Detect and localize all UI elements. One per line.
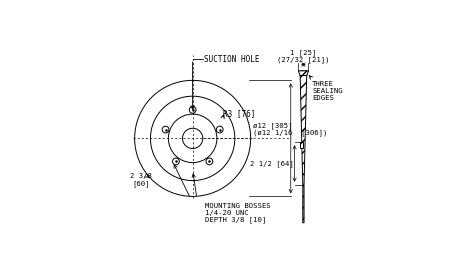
Text: R3 [76]: R3 [76] bbox=[223, 109, 255, 118]
Text: 1 [25]
(27/32 [21]): 1 [25] (27/32 [21]) bbox=[277, 49, 330, 64]
Text: MOUNTING BOSSES
1/4-20 UNC
DEPTH 3/8 [10]: MOUNTING BOSSES 1/4-20 UNC DEPTH 3/8 [10… bbox=[205, 203, 271, 224]
Text: THREE
SEALING
EDGES: THREE SEALING EDGES bbox=[312, 81, 343, 101]
Text: 2 1/2 [64]: 2 1/2 [64] bbox=[250, 160, 293, 167]
Text: SUCTION HOLE: SUCTION HOLE bbox=[204, 55, 260, 64]
Polygon shape bbox=[298, 71, 309, 76]
Bar bbox=[300, 142, 303, 148]
Text: 2 3/8
[60]: 2 3/8 [60] bbox=[130, 173, 152, 187]
Text: ø12 [305]
(ø12 1/16  [306]): ø12 [305] (ø12 1/16 [306]) bbox=[253, 122, 327, 136]
